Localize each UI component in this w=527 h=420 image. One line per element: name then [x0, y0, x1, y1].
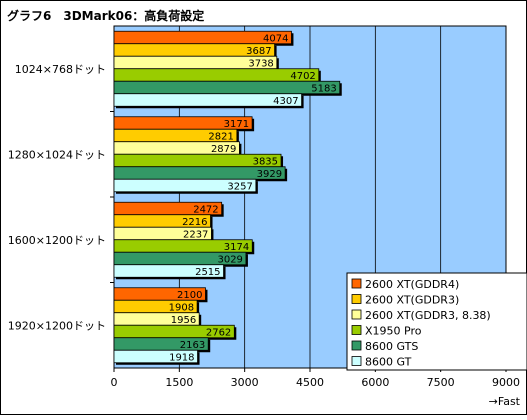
legend-swatch: [351, 340, 362, 351]
data-label: 2237: [183, 229, 208, 240]
x-tick-label: 6000: [361, 376, 389, 389]
legend-label: 8600 GT: [365, 356, 412, 369]
data-label: 3929: [257, 169, 282, 180]
x-axis-label: →Fast: [489, 395, 521, 408]
category-label: 1920×1200ドット: [8, 319, 106, 332]
legend-label: 8600 GTS: [365, 340, 418, 353]
data-label: 3738: [248, 58, 273, 69]
data-label: 2821: [208, 131, 233, 142]
data-label: 3171: [224, 119, 249, 130]
legend-label: 2600 XT(GDDR4): [365, 278, 459, 291]
data-label: 2762: [206, 327, 231, 338]
data-label: 4307: [273, 96, 298, 107]
x-tick-label: 0: [111, 376, 118, 389]
x-tick-label: 4500: [296, 376, 324, 389]
data-label: 2216: [182, 217, 207, 228]
data-label: 3257: [227, 181, 252, 192]
data-label: 2472: [193, 204, 218, 215]
category-label: 1024×768ドット: [15, 63, 106, 76]
bar: [113, 93, 302, 107]
legend-swatch: [351, 278, 362, 289]
bar: [113, 264, 224, 278]
data-label: 4702: [290, 71, 315, 82]
bar: [113, 80, 341, 95]
legend-box: [346, 272, 527, 371]
data-label: 2879: [211, 144, 236, 155]
legend-label: 2600 XT(GDDR3, 8.38): [365, 309, 491, 322]
data-label: 2163: [180, 340, 205, 351]
legend-label: 2600 XT(GDDR3): [365, 294, 459, 307]
data-label: 3174: [224, 242, 249, 253]
legend-swatch: [351, 309, 362, 320]
data-label: 2515: [195, 267, 220, 278]
data-label: 1908: [169, 302, 194, 313]
legend-swatch: [351, 325, 362, 335]
category-label: 1600×1200ドット: [8, 234, 106, 247]
data-label: 1956: [171, 315, 196, 326]
bar: [113, 349, 198, 364]
data-label: 3687: [246, 46, 271, 57]
data-label: 2100: [177, 290, 202, 301]
bar: [113, 178, 257, 193]
data-label: 3029: [217, 254, 242, 265]
data-label: 1918: [169, 352, 194, 363]
x-tick-label: 9000: [492, 376, 520, 389]
data-label: 5183: [311, 83, 336, 94]
category-label: 1280×1024ドット: [8, 148, 106, 161]
chart-title: グラフ6 3DMark06：高負荷設定: [7, 8, 204, 23]
x-tick-label: 3000: [231, 376, 259, 389]
legend-swatch: [351, 356, 362, 366]
legend-swatch: [351, 294, 362, 304]
data-label: 4074: [263, 33, 288, 44]
data-label: 3835: [253, 156, 278, 167]
bar: [113, 68, 320, 82]
legend-label: X1950 Pro: [365, 325, 422, 338]
x-tick-label: 7500: [427, 376, 455, 389]
x-tick-label: 1500: [165, 376, 193, 389]
